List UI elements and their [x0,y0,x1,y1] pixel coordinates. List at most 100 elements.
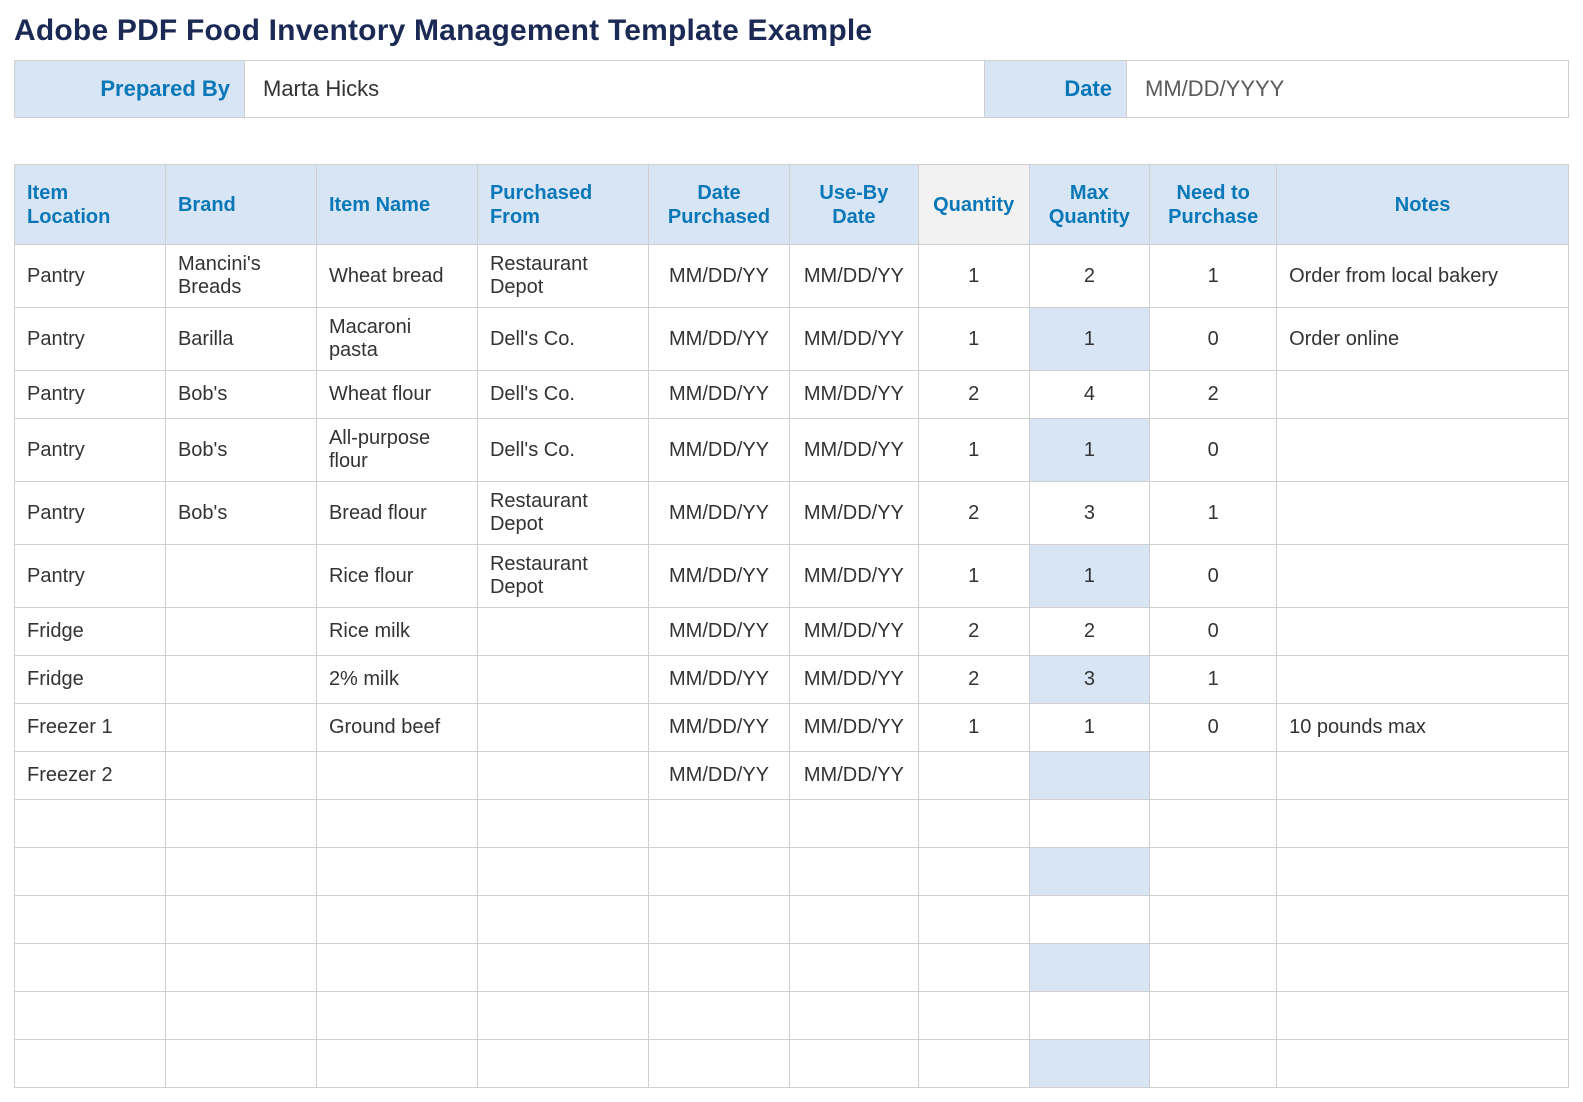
cell-purchased_from[interactable] [477,800,648,848]
cell-use_by_date[interactable]: MM/DD/YY [789,608,918,656]
cell-need_purchase[interactable]: 0 [1150,704,1277,752]
cell-max_quantity[interactable] [1029,752,1150,800]
cell-notes[interactable] [1277,608,1569,656]
cell-need_purchase[interactable]: 2 [1150,371,1277,419]
cell-need_purchase[interactable]: 0 [1150,308,1277,371]
cell-purchased_from[interactable] [477,1040,648,1088]
cell-location[interactable] [15,896,166,944]
cell-brand[interactable] [165,944,316,992]
cell-max_quantity[interactable] [1029,848,1150,896]
cell-item_name[interactable]: All-purpose flour [316,419,477,482]
cell-max_quantity[interactable]: 3 [1029,656,1150,704]
cell-notes[interactable] [1277,1040,1569,1088]
cell-date_purchased[interactable] [649,1040,790,1088]
cell-notes[interactable] [1277,482,1569,545]
cell-quantity[interactable] [918,896,1029,944]
cell-notes[interactable]: Order online [1277,308,1569,371]
cell-quantity[interactable]: 1 [918,419,1029,482]
cell-need_purchase[interactable] [1150,992,1277,1040]
cell-date_purchased[interactable]: MM/DD/YY [649,545,790,608]
cell-brand[interactable]: Mancini's Breads [165,245,316,308]
cell-quantity[interactable]: 2 [918,482,1029,545]
cell-location[interactable] [15,800,166,848]
cell-date_purchased[interactable]: MM/DD/YY [649,419,790,482]
cell-item_name[interactable]: Rice flour [316,545,477,608]
cell-quantity[interactable] [918,944,1029,992]
cell-purchased_from[interactable] [477,608,648,656]
cell-item_name[interactable]: Wheat flour [316,371,477,419]
cell-location[interactable]: Freezer 2 [15,752,166,800]
cell-purchased_from[interactable]: Restaurant Depot [477,545,648,608]
cell-need_purchase[interactable] [1150,752,1277,800]
cell-quantity[interactable]: 1 [918,545,1029,608]
cell-date_purchased[interactable] [649,992,790,1040]
cell-max_quantity[interactable] [1029,992,1150,1040]
cell-brand[interactable] [165,656,316,704]
cell-purchased_from[interactable]: Dell's Co. [477,308,648,371]
cell-notes[interactable]: Order from local bakery [1277,245,1569,308]
cell-item_name[interactable] [316,944,477,992]
cell-location[interactable]: Pantry [15,308,166,371]
cell-quantity[interactable] [918,1040,1029,1088]
cell-use_by_date[interactable]: MM/DD/YY [789,419,918,482]
cell-date_purchased[interactable] [649,848,790,896]
cell-date_purchased[interactable]: MM/DD/YY [649,752,790,800]
cell-need_purchase[interactable]: 0 [1150,608,1277,656]
cell-brand[interactable] [165,848,316,896]
cell-location[interactable]: Fridge [15,608,166,656]
cell-location[interactable]: Pantry [15,245,166,308]
date-value[interactable]: MM/DD/YYYY [1127,61,1568,117]
cell-quantity[interactable]: 2 [918,656,1029,704]
cell-purchased_from[interactable]: Dell's Co. [477,419,648,482]
cell-item_name[interactable]: Wheat bread [316,245,477,308]
cell-item_name[interactable] [316,896,477,944]
cell-notes[interactable] [1277,545,1569,608]
cell-use_by_date[interactable] [789,800,918,848]
cell-max_quantity[interactable]: 3 [1029,482,1150,545]
cell-date_purchased[interactable]: MM/DD/YY [649,371,790,419]
cell-quantity[interactable]: 2 [918,371,1029,419]
cell-item_name[interactable]: Rice milk [316,608,477,656]
cell-date_purchased[interactable]: MM/DD/YY [649,704,790,752]
cell-quantity[interactable] [918,992,1029,1040]
cell-max_quantity[interactable]: 1 [1029,308,1150,371]
cell-need_purchase[interactable]: 0 [1150,419,1277,482]
cell-max_quantity[interactable] [1029,800,1150,848]
cell-brand[interactable] [165,752,316,800]
cell-location[interactable]: Pantry [15,545,166,608]
cell-notes[interactable] [1277,944,1569,992]
cell-item_name[interactable]: Macaroni pasta [316,308,477,371]
cell-item_name[interactable] [316,992,477,1040]
cell-brand[interactable] [165,1040,316,1088]
cell-brand[interactable]: Bob's [165,419,316,482]
cell-max_quantity[interactable]: 2 [1029,608,1150,656]
cell-location[interactable]: Pantry [15,482,166,545]
cell-item_name[interactable]: Ground beef [316,704,477,752]
cell-notes[interactable] [1277,419,1569,482]
cell-date_purchased[interactable] [649,944,790,992]
cell-use_by_date[interactable] [789,992,918,1040]
cell-need_purchase[interactable] [1150,800,1277,848]
cell-need_purchase[interactable]: 1 [1150,656,1277,704]
cell-date_purchased[interactable]: MM/DD/YY [649,482,790,545]
cell-use_by_date[interactable]: MM/DD/YY [789,308,918,371]
cell-date_purchased[interactable] [649,896,790,944]
cell-notes[interactable]: 10 pounds max [1277,704,1569,752]
cell-quantity[interactable]: 1 [918,704,1029,752]
cell-use_by_date[interactable] [789,1040,918,1088]
cell-quantity[interactable] [918,848,1029,896]
cell-date_purchased[interactable]: MM/DD/YY [649,608,790,656]
cell-max_quantity[interactable] [1029,896,1150,944]
cell-use_by_date[interactable] [789,944,918,992]
cell-max_quantity[interactable] [1029,944,1150,992]
cell-purchased_from[interactable] [477,656,648,704]
cell-use_by_date[interactable]: MM/DD/YY [789,482,918,545]
cell-location[interactable]: Fridge [15,656,166,704]
cell-purchased_from[interactable]: Restaurant Depot [477,482,648,545]
cell-need_purchase[interactable] [1150,944,1277,992]
cell-max_quantity[interactable]: 1 [1029,419,1150,482]
cell-max_quantity[interactable]: 2 [1029,245,1150,308]
cell-need_purchase[interactable] [1150,848,1277,896]
cell-date_purchased[interactable] [649,800,790,848]
cell-brand[interactable] [165,545,316,608]
